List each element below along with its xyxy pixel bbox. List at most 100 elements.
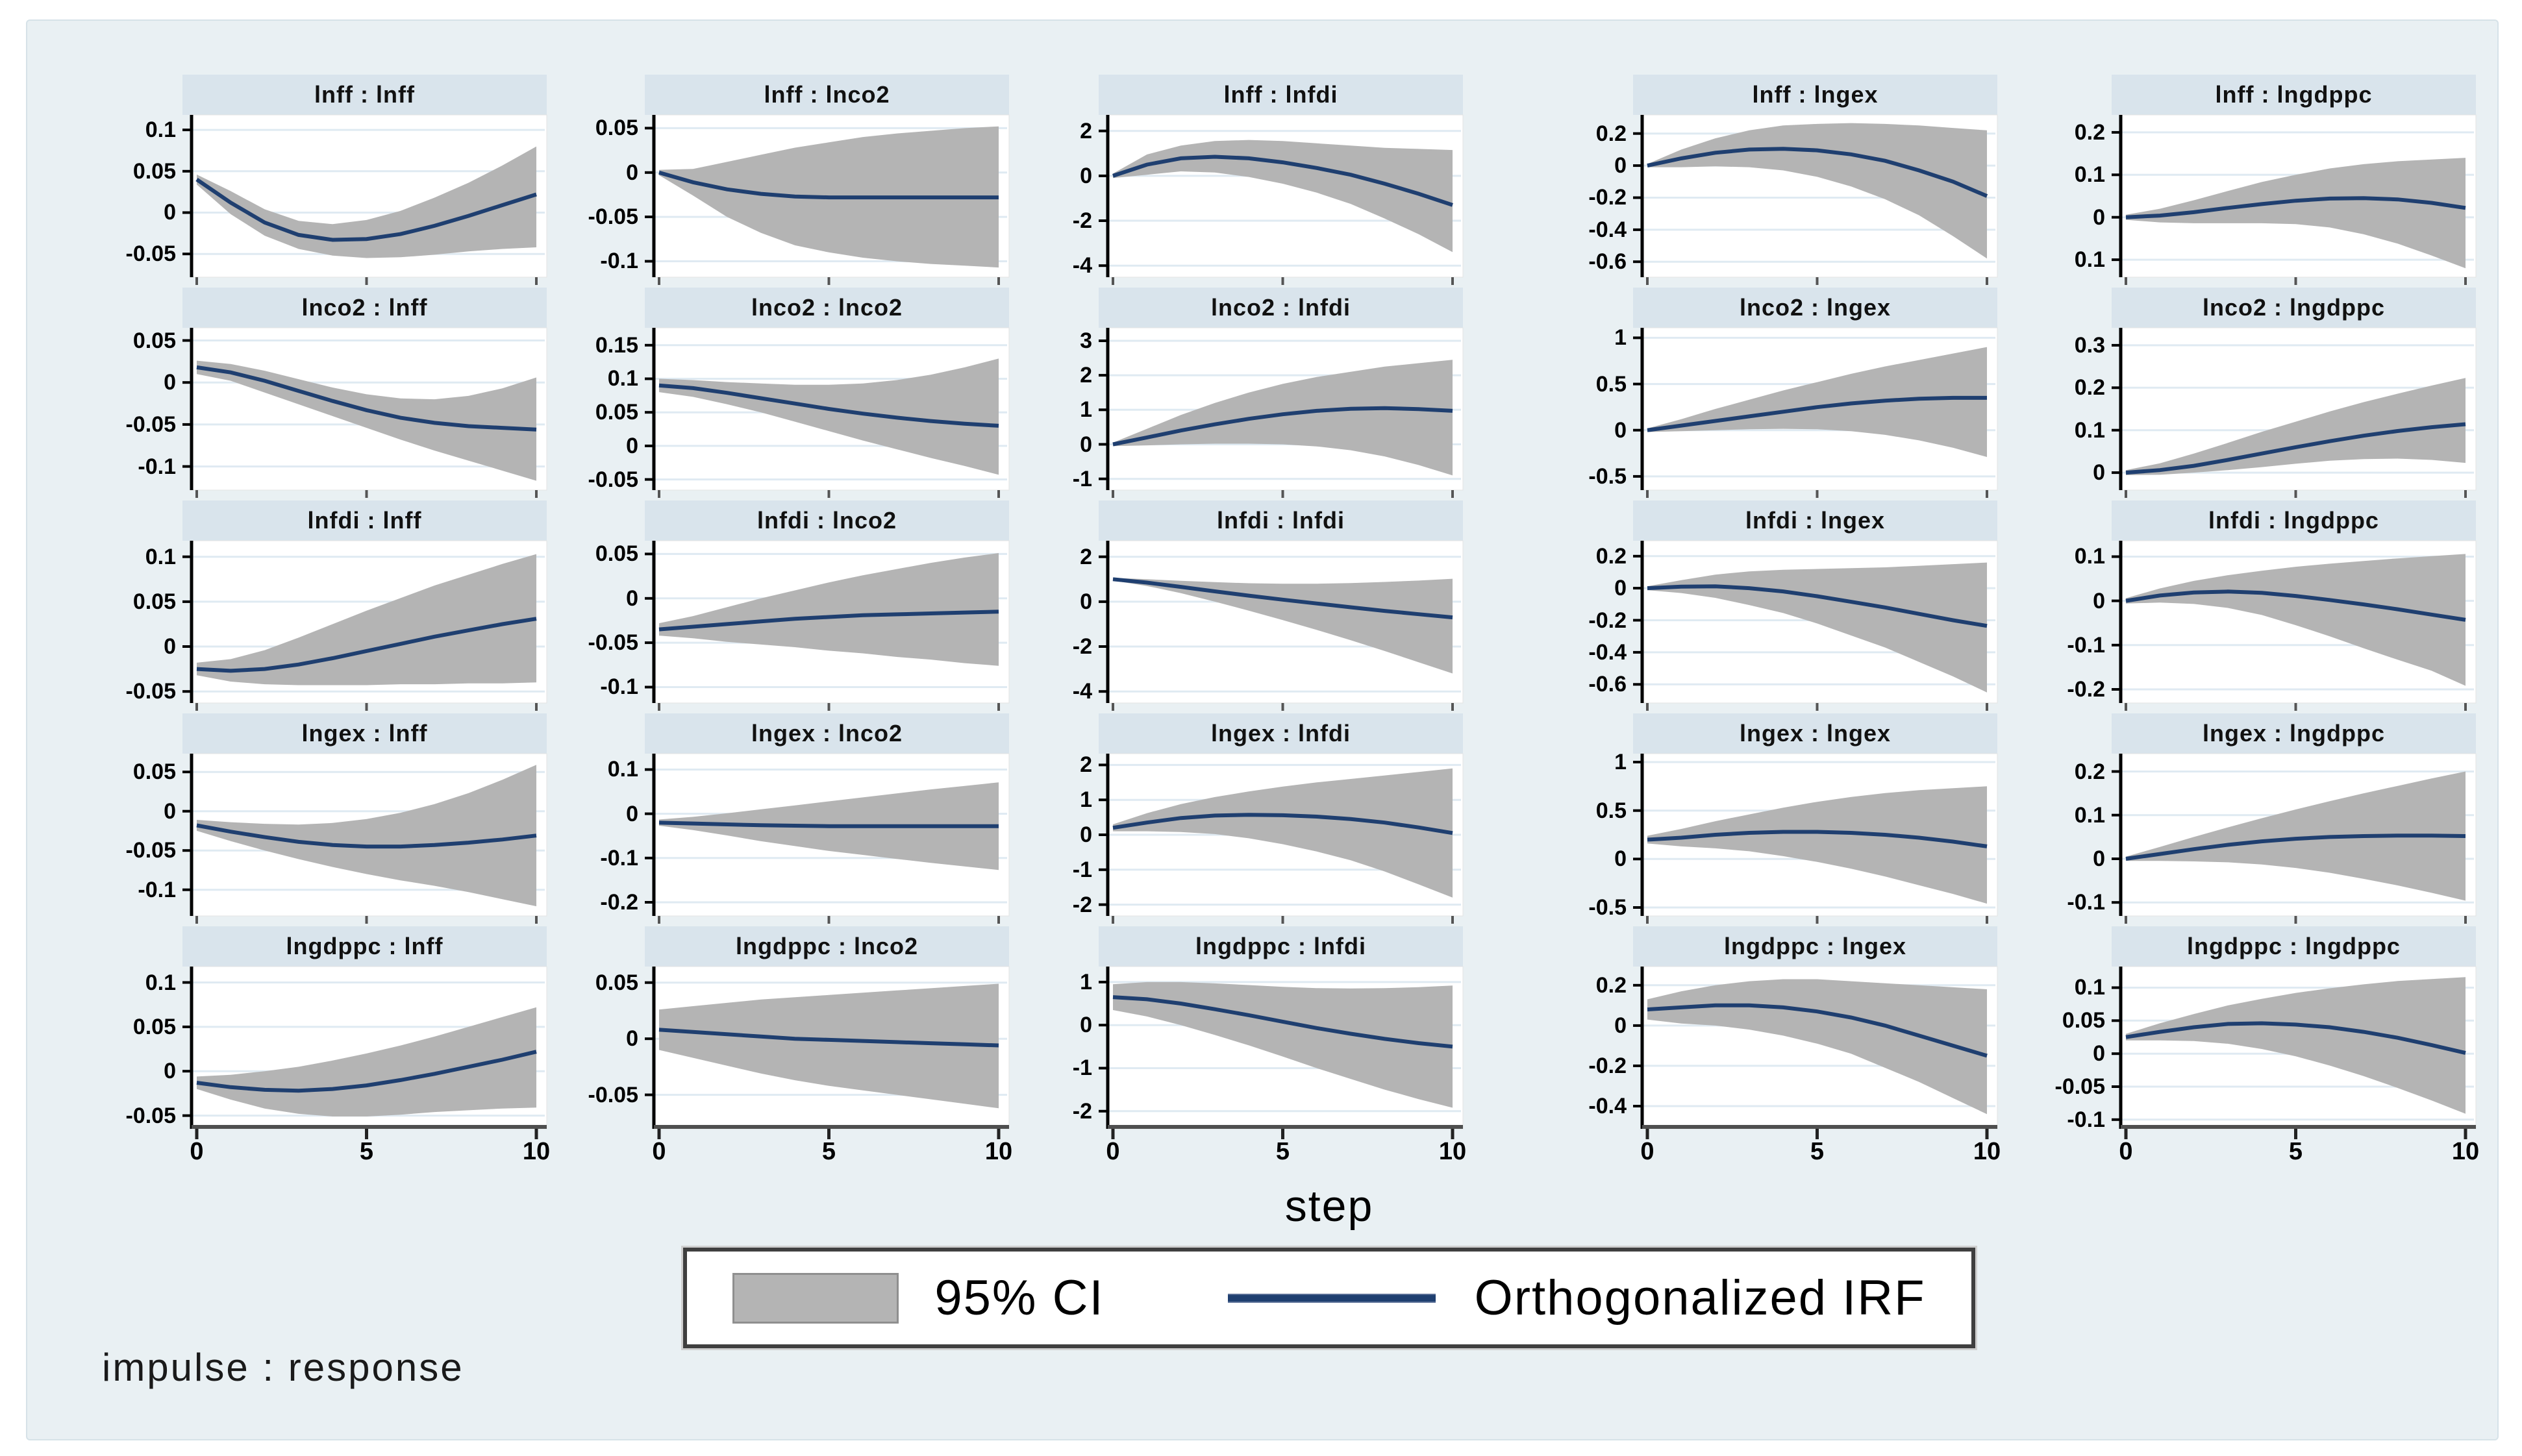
y-tick-label: 0.05 (132, 1014, 176, 1039)
y-tick-label: 0.3 (2074, 332, 2105, 358)
y-tick-label: 0 (2093, 846, 2105, 871)
y-tick-label: -0.2 (2067, 676, 2105, 702)
subplot-plot (1099, 966, 1464, 1139)
y-tick-label: -0.05 (125, 412, 177, 437)
ci-band (2126, 977, 2466, 1114)
x-tick-label: 0 (1106, 1138, 1120, 1165)
irf-line (1112, 154, 1453, 207)
y-tick-label: -1 (1072, 1055, 1092, 1081)
y-tick-label: 0.1 (607, 757, 638, 782)
subplot-title: lnco2 : lngdppc (2112, 288, 2476, 328)
y-tick-label: -1 (1072, 857, 1092, 882)
y-tick-label: -0.05 (125, 679, 177, 704)
ci-band (659, 553, 999, 666)
subplot-title: lngdppc : lnff (182, 926, 547, 967)
irf-subplot: lngdppc : lnco2 0.05 0 -0.05 0 5 10 (588, 926, 1012, 1165)
subplot-plot (1633, 114, 1998, 285)
y-tick-label: 0.5 (1595, 798, 1627, 823)
y-tick-label: -0.1 (600, 249, 638, 274)
irf-subplot: lnfdi : lnco2 0.05 0 -0.05 -0.1 (588, 500, 1010, 711)
y-tick-label: 0.05 (132, 158, 176, 184)
subplot-title: lngex : lnfdi (1099, 713, 1463, 754)
y-tick-label: 0.2 (1595, 972, 1627, 998)
irf-line (658, 383, 999, 428)
y-tick-label: -0.2 (1588, 1053, 1627, 1078)
irf-subplot: lngdppc : lnfdi 1 0 -1 -2 0 5 10 (1073, 926, 1466, 1165)
irf-line (2125, 196, 2466, 219)
subplot-plot (2112, 540, 2477, 711)
irf-subplot: lngdppc : lngdppc 0.1 0.05 0 -0.05 -0.1 0 5 10 (2055, 926, 2479, 1165)
y-tick-label: 0 (1080, 1013, 1092, 1038)
subplot-plot (182, 114, 547, 285)
y-tick-label: -2 (1072, 208, 1092, 234)
y-tick-label: 0 (626, 1026, 638, 1052)
x-tick-label: 10 (1438, 1138, 1467, 1165)
y-tick-label: 3 (1080, 328, 1092, 353)
y-tick-label: 0.05 (595, 116, 638, 141)
ci-band (1647, 562, 1987, 693)
subplot-title: lnfdi : lnff (182, 500, 547, 541)
irf-subplot: lngdppc : lngex 0.2 0 -0.2 -0.4 0 5 10 (1588, 926, 2001, 1165)
y-tick-label: 0.2 (1595, 543, 1627, 569)
y-tick-label: -0.1 (2067, 1107, 2105, 1132)
x-tick-label: 5 (1275, 1138, 1290, 1165)
ci-band (1113, 360, 1453, 476)
irf-line (196, 823, 537, 849)
y-tick-label: 0.1 (2074, 544, 2105, 569)
y-tick-label: -0.05 (125, 838, 177, 863)
y-tick-label: 1 (1614, 749, 1627, 774)
x-tick-label: 10 (2451, 1138, 2480, 1165)
y-tick-label: 0 (1614, 1013, 1627, 1038)
y-tick-label: 0 (626, 160, 638, 185)
subplot-title: lngdppc : lngex (1633, 926, 1997, 967)
x-axis (1642, 1125, 1997, 1129)
subplot-plot (1633, 540, 1998, 711)
subplot-plot (645, 540, 1010, 711)
x-tick-label: 5 (2288, 1138, 2303, 1165)
y-tick-label: 0.5 (1595, 371, 1627, 397)
ci-band (1113, 140, 1453, 253)
irf-line (196, 1050, 537, 1093)
x-tick-label: 10 (984, 1138, 1013, 1165)
y-tick-label: -0.4 (1588, 217, 1627, 242)
y-tick-label: -0.4 (1588, 1093, 1627, 1118)
ci-band (2126, 158, 2466, 269)
irf-line (658, 821, 999, 828)
x-axis (192, 1125, 547, 1129)
y-tick-label: 0 (164, 798, 176, 824)
y-tick-label: 0.1 (2074, 247, 2105, 273)
subplot-title: lnff : lnco2 (645, 75, 1009, 115)
subplot-title: lngdppc : lnfdi (1099, 926, 1463, 967)
subplot-plot (645, 327, 1010, 498)
ci-band (197, 360, 536, 481)
y-tick-label: -1 (1072, 466, 1092, 491)
subplot-title: lnff : lngex (1633, 75, 1997, 115)
ci-band (197, 765, 536, 907)
y-tick-label: -0.1 (2067, 632, 2105, 658)
y-tick-label: -0.2 (1588, 185, 1627, 210)
irf-subplot: lngex : lngex 1 0.5 0 -0.5 (1588, 713, 1998, 924)
y-tick-label: -0.1 (2067, 890, 2105, 915)
subplot-plot (1633, 753, 1998, 924)
irf-subplot: lngdppc : lnff 0.1 0.05 0 -0.05 0 5 10 (126, 926, 550, 1165)
ci-band (2126, 378, 2466, 475)
y-tick-label: 0.1 (2074, 162, 2105, 188)
x-tick-label: 0 (1640, 1138, 1654, 1165)
subplot-plot (182, 966, 547, 1139)
ci-band (1647, 979, 1987, 1115)
subplot-title: lnfdi : lngdppc (2112, 500, 2476, 541)
y-tick-label: 0 (2093, 204, 2105, 230)
y-tick-label: -2 (1072, 634, 1092, 660)
irf-line (2125, 1021, 2466, 1055)
irf-subplot: lnfdi : lngdppc 0.1 0 -0.1 -0.2 (2067, 500, 2477, 711)
y-tick-label: -4 (1072, 253, 1092, 278)
x-tick-label: 5 (821, 1138, 836, 1165)
subplot-plot (645, 753, 1010, 924)
ci-band (1647, 347, 1987, 457)
y-tick-label: 0.05 (2062, 1008, 2105, 1033)
irf-subplot: lngex : lnco2 0.1 0 -0.1 -0.2 (600, 713, 1010, 924)
subplot-plot (2112, 966, 2477, 1139)
y-tick-label: 0 (1080, 589, 1092, 614)
x-axis (654, 1125, 1009, 1129)
y-tick-label: 2 (1080, 752, 1092, 778)
